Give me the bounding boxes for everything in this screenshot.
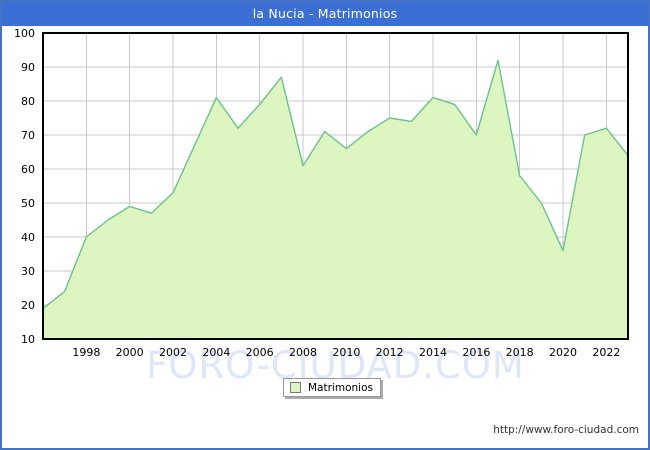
x-axis-tick-labels: 1998 2000 2002 2004 2006 2008 2010 2012 2014 2016… xyxy=(72,346,620,359)
source-url: http://www.foro-ciudad.com xyxy=(493,424,639,436)
svg-text:2006: 2006 xyxy=(246,346,274,359)
svg-text:70: 70 xyxy=(21,129,35,142)
series-area-matrimonios xyxy=(42,59,629,339)
svg-text:2016: 2016 xyxy=(462,346,490,359)
svg-text:80: 80 xyxy=(21,95,35,108)
svg-text:2020: 2020 xyxy=(549,346,577,359)
svg-text:60: 60 xyxy=(21,163,35,176)
legend-label-matrimonios: Matrimonios xyxy=(308,381,373,394)
svg-text:2014: 2014 xyxy=(419,346,447,359)
svg-text:10: 10 xyxy=(21,333,35,346)
svg-text:2018: 2018 xyxy=(506,346,534,359)
svg-text:2012: 2012 xyxy=(376,346,404,359)
svg-text:30: 30 xyxy=(21,265,35,278)
svg-text:1998: 1998 xyxy=(72,346,100,359)
svg-text:20: 20 xyxy=(21,299,35,312)
svg-text:2002: 2002 xyxy=(159,346,187,359)
legend-swatch-matrimonios xyxy=(290,382,301,393)
axis-lines xyxy=(42,32,629,340)
svg-text:100: 100 xyxy=(14,27,35,40)
svg-text:2022: 2022 xyxy=(592,346,620,359)
svg-text:40: 40 xyxy=(21,231,35,244)
svg-text:2008: 2008 xyxy=(289,346,317,359)
svg-text:50: 50 xyxy=(21,197,35,210)
y-axis-tick-labels: 10 20 30 40 50 60 70 80 90 100 xyxy=(14,27,35,346)
svg-text:90: 90 xyxy=(21,61,35,74)
chart-legend: Matrimonios xyxy=(283,378,381,397)
svg-text:2004: 2004 xyxy=(202,346,230,359)
page-title: la Nucia - Matrimonios xyxy=(252,6,398,21)
svg-text:2010: 2010 xyxy=(332,346,360,359)
svg-text:2000: 2000 xyxy=(116,346,144,359)
window-title-bar: la Nucia - Matrimonios xyxy=(2,2,648,26)
